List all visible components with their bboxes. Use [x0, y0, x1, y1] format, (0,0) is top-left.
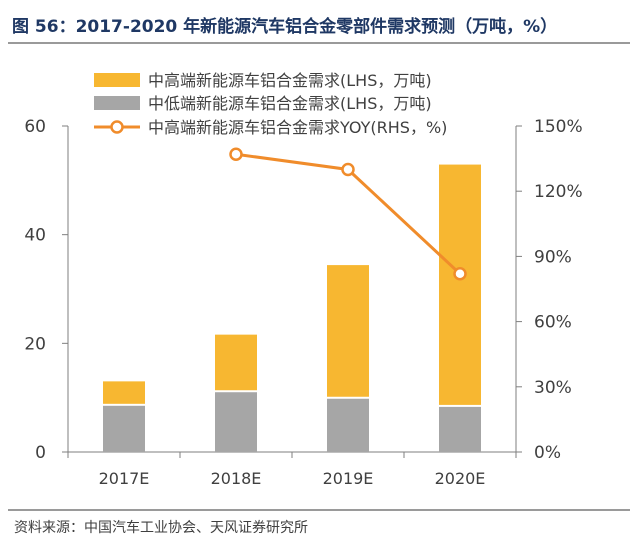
x-tick-label: 2017E — [99, 469, 150, 488]
x-tick-label: 2018E — [211, 469, 262, 488]
bar-low-end — [215, 392, 257, 452]
right-tick-label: 0% — [534, 443, 561, 463]
right-tick-label: 150% — [534, 117, 583, 137]
bar-low-end — [103, 405, 145, 452]
left-tick-label: 0 — [35, 443, 46, 463]
bar-low-end — [327, 398, 369, 452]
left-tick-label: 20 — [24, 334, 46, 354]
yoy-point — [229, 147, 243, 162]
x-tick-label: 2020E — [435, 469, 486, 488]
bar-high-end — [327, 265, 369, 397]
left-tick-label: 60 — [24, 117, 46, 137]
legend-label: 中高端新能源车铝合金需求YOY(RHS，%) — [148, 118, 447, 137]
legend-label: 中低端新能源车铝合金需求(LHS，万吨) — [148, 94, 432, 113]
footer-divider — [8, 509, 630, 511]
x-tick-label: 2019E — [323, 469, 374, 488]
source-note: 资料来源：中国汽车工业协会、天风证券研究所 — [14, 520, 308, 536]
right-tick-label: 30% — [534, 378, 572, 398]
bar-low-end — [439, 406, 481, 452]
yoy-point — [453, 267, 467, 281]
legend-label: 中高端新能源车铝合金需求(LHS，万吨) — [148, 71, 432, 90]
chart-title: 图 56：2017-2020 年新能源汽车铝合金零部件需求预测（万吨，%） — [12, 17, 558, 37]
right-tick-label: 60% — [534, 313, 572, 333]
bar-high-end — [439, 164, 481, 405]
yoy-point — [341, 162, 355, 177]
bar-high-end — [103, 381, 145, 404]
title-bar: 图 56：2017-2020 年新能源汽车铝合金零部件需求预测（万吨，%） — [8, 8, 630, 44]
legend-swatch-marker — [110, 120, 124, 134]
legend-swatch-box — [94, 73, 140, 87]
right-tick-label: 120% — [534, 182, 583, 202]
bar-high-end — [215, 334, 257, 391]
legend-swatch-box — [94, 96, 140, 110]
right-tick-label: 90% — [534, 247, 572, 267]
left-tick-label: 40 — [24, 226, 46, 246]
